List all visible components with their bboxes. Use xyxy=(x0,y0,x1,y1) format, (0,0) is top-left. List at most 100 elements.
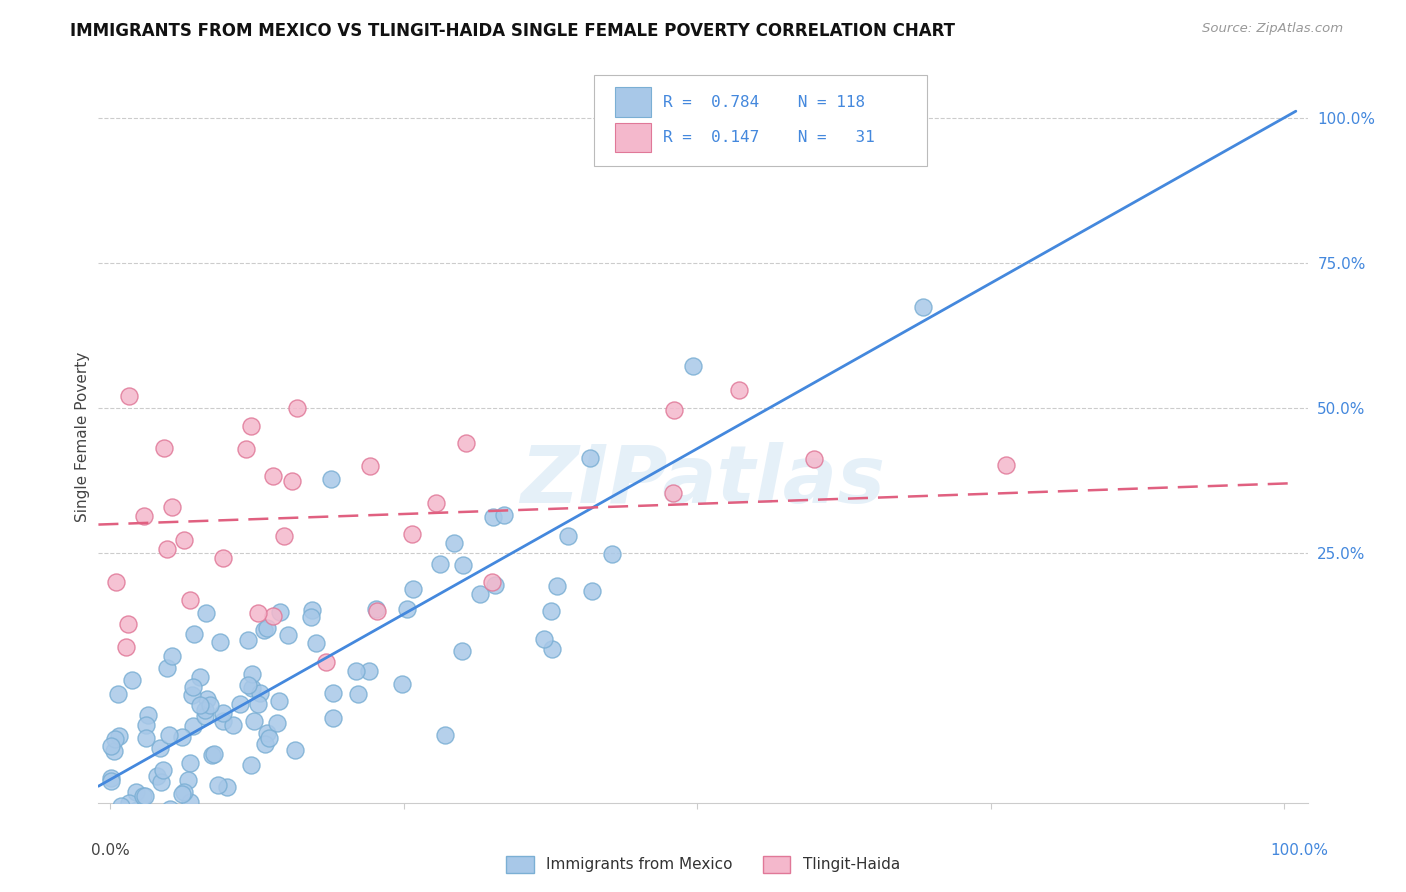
Point xyxy=(262,468,284,483)
Point xyxy=(100,773,122,788)
Point xyxy=(366,604,388,618)
Point xyxy=(215,780,238,794)
Point xyxy=(262,609,284,624)
Point xyxy=(134,789,156,803)
Point xyxy=(170,731,193,745)
Point xyxy=(366,602,388,616)
Point xyxy=(177,821,200,835)
Legend: Immigrants from Mexico, Tlingit-Haida: Immigrants from Mexico, Tlingit-Haida xyxy=(501,849,905,880)
Point xyxy=(240,758,263,772)
Point xyxy=(322,686,344,700)
Point xyxy=(433,728,456,742)
Point xyxy=(194,703,217,717)
Point xyxy=(160,809,183,823)
Point xyxy=(132,789,155,803)
Point xyxy=(557,528,579,542)
Point xyxy=(183,627,205,641)
Point xyxy=(159,802,181,816)
Point xyxy=(107,729,129,743)
Point xyxy=(285,401,308,415)
Text: R =  0.784    N = 118: R = 0.784 N = 118 xyxy=(664,95,865,110)
Point xyxy=(240,667,263,681)
Point xyxy=(132,508,155,523)
Point xyxy=(240,418,263,433)
Point xyxy=(299,610,322,624)
Point xyxy=(249,686,271,700)
Point xyxy=(100,739,122,753)
Point xyxy=(104,831,127,846)
Point xyxy=(212,706,235,721)
Point xyxy=(179,795,201,809)
Point xyxy=(125,785,148,799)
Point xyxy=(429,557,451,571)
Point xyxy=(101,811,124,825)
Point xyxy=(100,771,122,785)
Point xyxy=(103,807,125,822)
Point xyxy=(581,583,603,598)
Point xyxy=(115,640,138,654)
Point xyxy=(284,743,307,757)
Point xyxy=(235,442,257,456)
Point xyxy=(117,869,139,883)
Point xyxy=(546,579,568,593)
Point xyxy=(194,708,217,723)
Point xyxy=(117,617,139,632)
Point xyxy=(256,622,278,636)
Point xyxy=(540,603,562,617)
Point xyxy=(481,574,503,589)
Point xyxy=(159,813,181,827)
Point xyxy=(425,495,447,509)
Point xyxy=(246,697,269,711)
Point xyxy=(194,607,217,621)
Point xyxy=(305,636,328,650)
Point xyxy=(256,725,278,739)
Point xyxy=(273,529,295,543)
Bar xyxy=(614,122,651,152)
Point xyxy=(402,582,425,596)
Point xyxy=(211,714,233,728)
Point xyxy=(229,697,252,711)
Point xyxy=(494,508,516,522)
Point xyxy=(172,788,194,802)
Point xyxy=(359,459,381,474)
Point xyxy=(482,510,505,524)
Point xyxy=(207,778,229,792)
Point xyxy=(152,764,174,778)
Point xyxy=(468,587,491,601)
Point xyxy=(253,737,276,751)
Point xyxy=(173,785,195,799)
Point xyxy=(443,536,465,550)
Point xyxy=(451,558,474,572)
Point xyxy=(190,809,212,823)
Point xyxy=(121,673,143,687)
FancyBboxPatch shape xyxy=(595,75,927,167)
Point xyxy=(181,719,204,733)
Point xyxy=(280,474,302,488)
Point xyxy=(239,819,262,833)
Point xyxy=(125,803,148,817)
Point xyxy=(202,747,225,761)
Point xyxy=(579,451,602,466)
Text: 0.0%: 0.0% xyxy=(91,843,131,858)
Text: Source: ZipAtlas.com: Source: ZipAtlas.com xyxy=(1202,22,1343,36)
Text: ZIPatlas: ZIPatlas xyxy=(520,442,886,520)
Point xyxy=(179,592,201,607)
Bar xyxy=(614,87,651,117)
Point xyxy=(803,451,825,466)
Point xyxy=(197,691,219,706)
Point xyxy=(347,687,370,701)
Point xyxy=(454,436,477,450)
Point xyxy=(118,389,141,403)
Point xyxy=(266,715,288,730)
Point xyxy=(391,677,413,691)
Point xyxy=(146,769,169,783)
Point xyxy=(129,848,152,863)
Point xyxy=(533,632,555,647)
Point xyxy=(150,823,173,838)
Point xyxy=(121,844,143,858)
Point xyxy=(156,815,179,830)
Point xyxy=(160,500,183,514)
Point xyxy=(112,807,135,822)
Text: 100.0%: 100.0% xyxy=(1271,843,1329,858)
Point xyxy=(315,655,337,669)
